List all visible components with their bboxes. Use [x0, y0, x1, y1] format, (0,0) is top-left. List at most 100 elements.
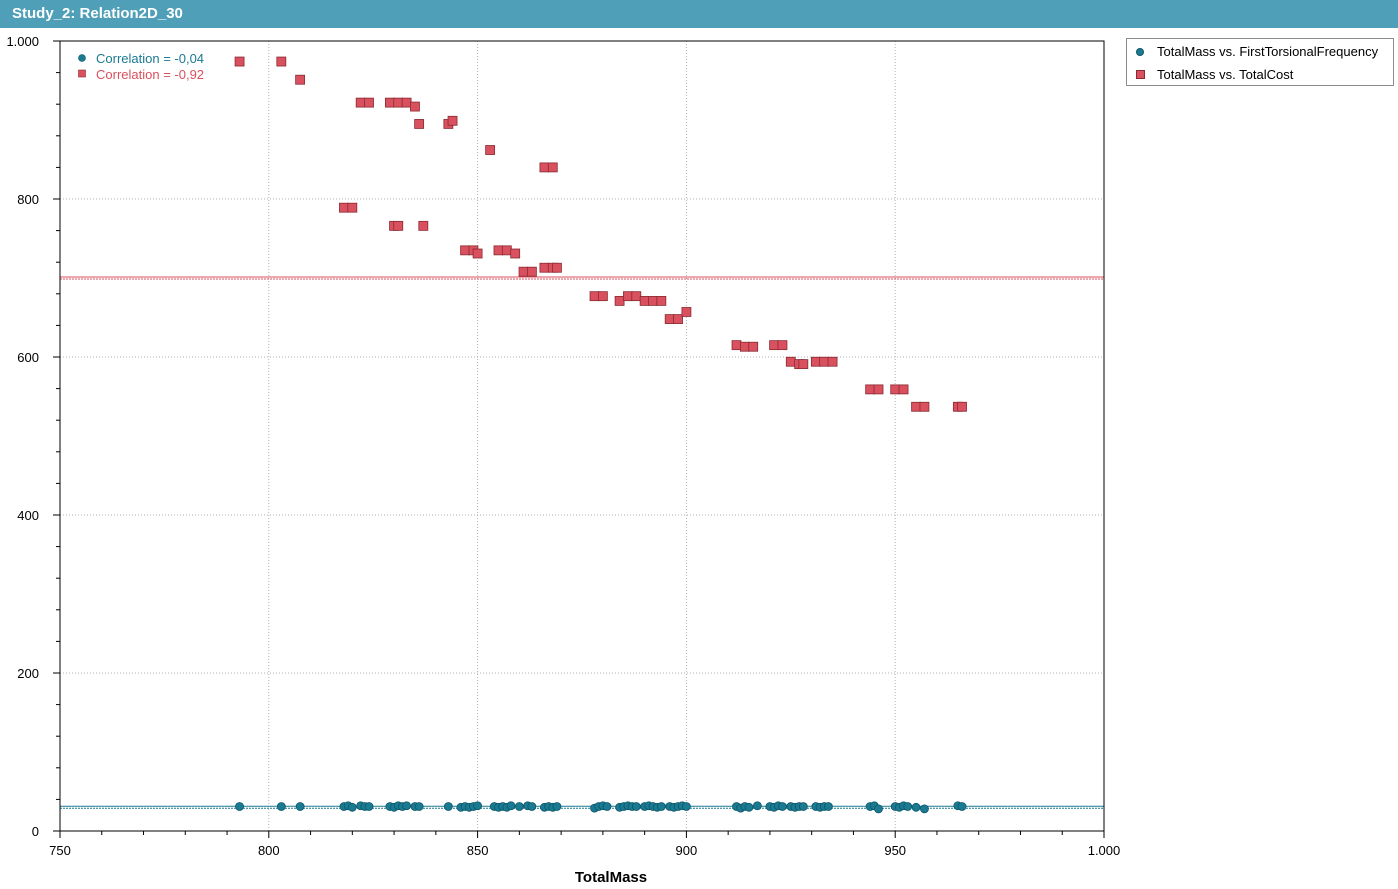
point-cost — [276, 56, 287, 67]
point-cost — [393, 97, 404, 108]
point-cost — [614, 296, 625, 306]
point-cost — [631, 291, 642, 302]
point-cost — [827, 356, 838, 367]
point-cost — [731, 340, 742, 351]
y-tick-label: 0 — [32, 824, 39, 839]
point-cost — [597, 291, 608, 302]
annotation-marker — [78, 54, 86, 62]
point-cost — [769, 340, 779, 351]
point-cost — [911, 401, 921, 412]
point-cost — [639, 296, 650, 306]
point-cost — [898, 384, 909, 395]
legend-label: TotalMass vs. TotalCost — [1157, 67, 1294, 82]
point-frequency — [911, 802, 921, 812]
point-cost — [748, 341, 759, 352]
trend-lines — [60, 276, 1104, 809]
legend-square-marker — [1136, 70, 1145, 79]
y-tick-label: 1.000 — [6, 34, 39, 49]
point-cost — [414, 119, 425, 129]
axes: 750 800 850 900 950 1.000 0 200 400 600 800 1.000 To… — [6, 34, 1120, 886]
correlation-label: Correlation = -0,04 — [96, 51, 204, 66]
legend-item-cost[interactable]: TotalMass vs. TotalCost — [1127, 64, 1393, 84]
y-tick-label: 600 — [17, 350, 39, 365]
data-points — [234, 56, 967, 814]
window-titlebar: Study_2: Relation2D_30 — [0, 0, 1398, 28]
point-frequency — [752, 801, 762, 811]
point-frequency — [402, 801, 412, 811]
point-frequency — [744, 802, 754, 812]
grid-layer — [60, 41, 1104, 831]
point-cost — [472, 248, 483, 259]
point-cost — [510, 248, 521, 259]
x-tick-label: 1.000 — [1088, 843, 1121, 858]
point-cost — [957, 401, 967, 412]
point-cost — [355, 97, 366, 108]
point-cost — [810, 356, 821, 367]
point-cost — [623, 291, 633, 302]
point-frequency — [276, 802, 286, 811]
x-tick-label: 850 — [467, 843, 489, 858]
point-cost — [501, 245, 512, 256]
point-frequency — [364, 802, 374, 811]
point-cost — [919, 401, 930, 412]
point-cost — [410, 101, 420, 112]
point-cost — [339, 202, 349, 213]
point-cost — [493, 245, 504, 256]
x-tick-label: 900 — [676, 843, 698, 858]
point-cost — [460, 245, 470, 256]
legend-circle-marker — [1136, 48, 1144, 56]
legend-label: TotalMass vs. FirstTorsionalFrequency — [1157, 44, 1379, 59]
point-cost — [785, 356, 796, 367]
point-cost — [865, 384, 876, 395]
point-cost — [418, 220, 429, 231]
annotation-marker — [78, 69, 86, 78]
point-frequency — [473, 801, 483, 811]
point-cost — [552, 262, 562, 273]
x-tick-label: 950 — [884, 843, 906, 858]
point-frequency — [778, 802, 787, 811]
point-cost — [589, 291, 600, 302]
point-cost — [364, 97, 374, 108]
point-cost — [295, 74, 306, 85]
point-cost — [656, 296, 667, 306]
point-cost — [526, 266, 537, 277]
point-frequency — [443, 802, 453, 811]
point-cost — [664, 314, 675, 324]
legend-item-frequency[interactable]: TotalMass vs. FirstTorsionalFrequency — [1127, 41, 1393, 61]
point-frequency — [823, 802, 833, 811]
point-frequency — [602, 802, 612, 811]
point-cost — [234, 56, 245, 67]
point-cost — [681, 307, 692, 317]
x-tick-label: 750 — [49, 843, 71, 858]
window-title: Study_2: Relation2D_30 — [12, 5, 183, 22]
x-axis-title: TotalMass — [575, 869, 647, 886]
point-cost — [447, 115, 458, 126]
point-frequency — [631, 802, 641, 811]
scatter-chart[interactable]: 750 800 850 900 950 1.000 0 200 400 600 800 1.000 To… — [0, 28, 1398, 889]
point-frequency — [347, 802, 357, 812]
point-frequency — [903, 802, 913, 811]
plot-frame — [59, 40, 1105, 832]
point-frequency — [920, 804, 929, 814]
point-cost — [547, 162, 558, 173]
point-cost — [890, 384, 901, 395]
point-frequency — [235, 802, 244, 811]
point-cost — [739, 341, 750, 352]
legend: TotalMass vs. FirstTorsionalFrequency To… — [1126, 38, 1394, 86]
point-frequency — [414, 802, 424, 811]
point-cost — [648, 296, 658, 306]
point-frequency — [295, 802, 305, 811]
point-cost — [401, 97, 412, 108]
point-cost — [873, 384, 884, 395]
point-cost — [518, 266, 529, 277]
point-cost — [347, 202, 358, 213]
point-cost — [673, 314, 683, 324]
point-cost — [777, 340, 788, 351]
point-cost — [485, 145, 496, 155]
correlation-label: Correlation = -0,92 — [96, 67, 204, 82]
point-cost — [539, 262, 550, 273]
point-frequency — [527, 802, 537, 811]
y-tick-label: 400 — [17, 508, 39, 523]
point-frequency — [874, 804, 883, 814]
